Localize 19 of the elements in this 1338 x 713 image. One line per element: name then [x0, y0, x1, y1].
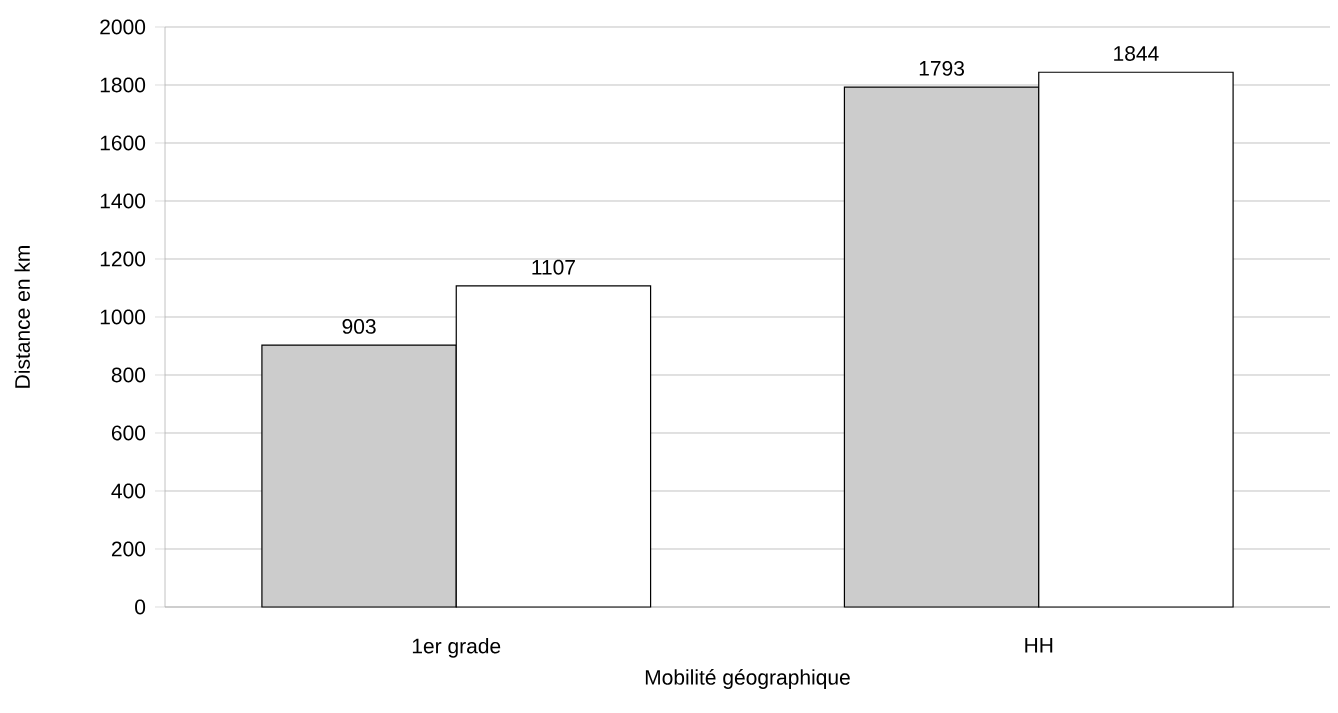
y-tick-label: 2000 [100, 19, 146, 35]
y-tick-label: 0 [135, 599, 146, 615]
data-label: 903 [342, 319, 376, 334]
data-label: 1793 [919, 61, 965, 76]
y-axis-title: Distance en km [14, 246, 30, 388]
y-tick-label: 600 [111, 425, 146, 441]
y-tick-label: 400 [111, 483, 146, 499]
y-tick-label: 800 [111, 367, 146, 383]
x-axis-title: Mobilité géographique [645, 669, 850, 690]
y-tick-label: 200 [111, 541, 146, 557]
data-label: 1107 [532, 259, 575, 275]
y-tick-label: 1200 [100, 251, 146, 267]
y-tick-label: 1800 [100, 77, 146, 93]
y-tick-label: 1600 [100, 135, 146, 151]
y-tick-label: 1400 [100, 193, 146, 209]
x-tick-label: 1er grade [412, 638, 501, 658]
y-tick-label: 1000 [100, 309, 146, 325]
x-tick-label: HH [1025, 638, 1053, 653]
data-label: 1844 [1114, 46, 1159, 62]
